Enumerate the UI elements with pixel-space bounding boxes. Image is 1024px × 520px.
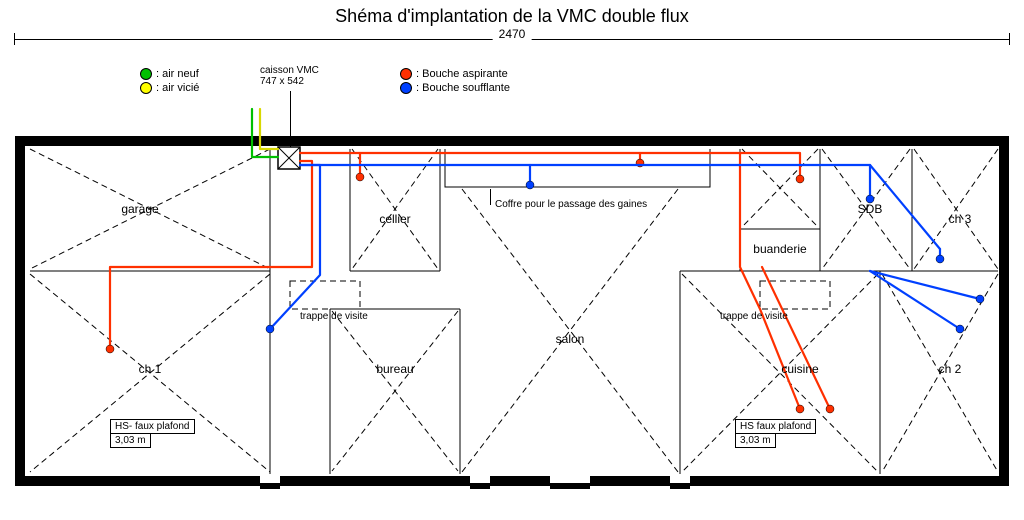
trappe-label-1: trappe de visite xyxy=(300,311,368,322)
hs-box-1: HS- faux plafond 3,03 m xyxy=(110,419,195,448)
coffre-label: Coffre pour le passage des gaines xyxy=(495,199,647,210)
room-buanderie: buanderie xyxy=(753,242,806,256)
room-bureau: bureau xyxy=(376,362,413,376)
page-title: Shéma d'implantation de la VMC double fl… xyxy=(0,0,1024,29)
room-sdb: SDB xyxy=(858,202,883,216)
dimension-value: 2470 xyxy=(493,27,532,41)
room-ch3: ch 3 xyxy=(949,212,972,226)
trappe-label-2: trappe de visite xyxy=(720,311,788,322)
room-cuisine: cuisine xyxy=(781,362,818,376)
dimension-bar: 2470 xyxy=(14,29,1010,49)
room-ch2: ch 2 xyxy=(939,362,962,376)
room-ch1: ch 1 xyxy=(139,362,162,376)
room-garage: garage xyxy=(121,202,158,216)
room-cellier: cellier xyxy=(379,212,410,226)
hs-box-2: HS faux plafond 3,03 m xyxy=(735,419,816,448)
floorplan-canvas: : air neuf : air vicié caisson VMC 747 x… xyxy=(0,49,1024,509)
room-salon: salon xyxy=(556,332,585,346)
